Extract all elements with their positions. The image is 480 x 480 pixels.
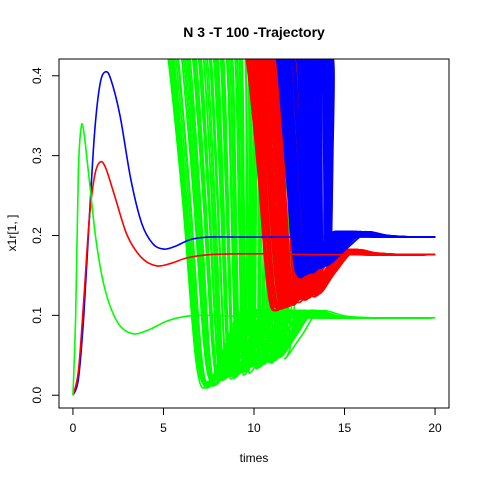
trajectory-lines [73,44,435,395]
y-tick-label: 0.4 [30,67,44,84]
y-axis-label: x1r[1, ] [5,215,19,252]
trajectory-blue [329,44,435,256]
trajectory-blue [324,44,435,262]
trajectory-blue [329,44,435,262]
trajectory-blue [323,44,435,260]
y-axis: 0.0 0.1 0.2 0.3 0.4 [30,67,59,403]
trajectory-blue [318,44,435,261]
trajectory-blue [326,44,435,260]
x-tick-label: 10 [247,421,261,435]
trajectory-blue [321,44,435,258]
x-tick-label: 15 [338,421,352,435]
x-tick-label: 20 [428,421,442,435]
x-axis: 0 5 10 15 20 [70,408,442,435]
trajectory-blue [320,44,435,264]
x-tick-label: 0 [70,421,77,435]
trajectory-blue [326,44,435,263]
y-tick-label: 0.0 [30,387,44,404]
trajectory-blue [329,44,435,262]
trajectory-blue [322,44,435,263]
y-tick-label: 0.3 [30,147,44,164]
chart-title: N 3 -T 100 -Trajectory [183,24,325,40]
trajectory-blue [325,44,435,259]
trajectory-blue [326,44,435,262]
x-axis-label: times [240,451,269,465]
trajectory-blue [328,44,436,259]
trajectory-blue [320,44,435,264]
trajectory-blue [327,44,435,264]
y-tick-label: 0.2 [30,227,44,244]
x-tick-label: 5 [160,421,167,435]
y-tick-label: 0.1 [30,307,44,324]
